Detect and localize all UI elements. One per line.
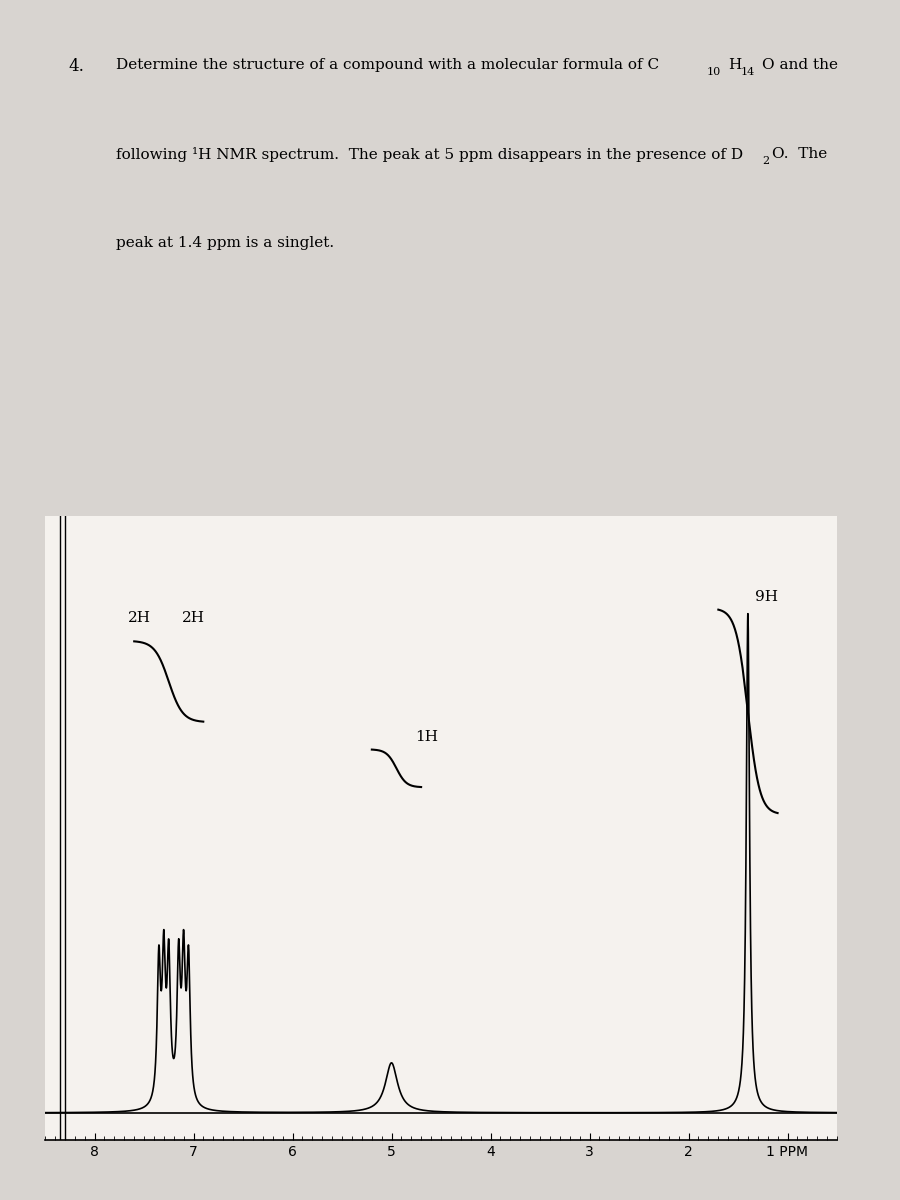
Text: O.  The: O. The xyxy=(772,146,827,161)
Text: 1H: 1H xyxy=(415,730,437,744)
Text: following ¹H NMR spectrum.  The peak at 5 ppm disappears in the presence of D: following ¹H NMR spectrum. The peak at 5… xyxy=(116,146,743,162)
Text: H: H xyxy=(728,58,741,72)
Text: 9H: 9H xyxy=(754,590,778,605)
Text: peak at 1.4 ppm is a singlet.: peak at 1.4 ppm is a singlet. xyxy=(116,235,335,250)
Text: 2H: 2H xyxy=(182,611,205,624)
Text: 2H: 2H xyxy=(128,611,150,624)
Text: 10: 10 xyxy=(707,67,722,77)
Text: Determine the structure of a compound with a molecular formula of C: Determine the structure of a compound wi… xyxy=(116,58,660,72)
Text: 2: 2 xyxy=(761,156,769,166)
Text: O and the: O and the xyxy=(761,58,838,72)
Text: 14: 14 xyxy=(741,67,754,77)
Text: 4.: 4. xyxy=(68,58,85,76)
